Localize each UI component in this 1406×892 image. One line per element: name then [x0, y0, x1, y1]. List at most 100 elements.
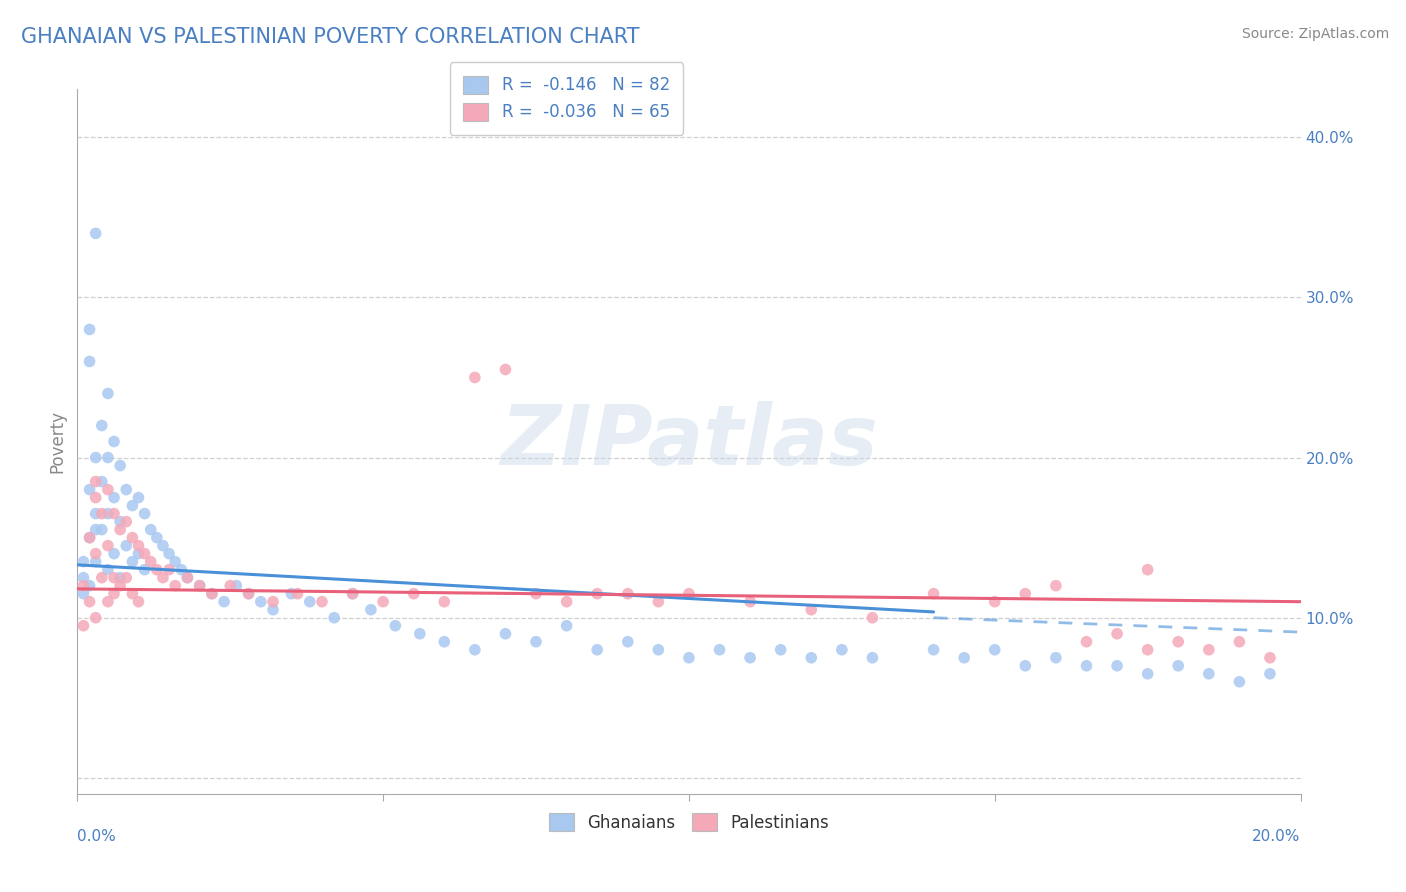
- Point: [384, 618, 406, 632]
- Point: [127, 491, 149, 505]
- Point: [678, 587, 700, 601]
- Point: [188, 579, 211, 593]
- Point: [84, 547, 107, 561]
- Point: [176, 571, 198, 585]
- Point: [495, 626, 517, 640]
- Point: [170, 563, 193, 577]
- Point: [97, 483, 120, 497]
- Point: [121, 555, 143, 569]
- Point: [1045, 579, 1067, 593]
- Point: [103, 507, 125, 521]
- Point: [84, 450, 107, 465]
- Point: [152, 571, 174, 585]
- Point: [84, 610, 107, 624]
- Point: [134, 563, 156, 577]
- Point: [84, 227, 107, 241]
- Point: [127, 539, 149, 553]
- Point: [323, 610, 346, 624]
- Point: [139, 555, 162, 569]
- Point: [157, 547, 180, 561]
- Point: [250, 595, 273, 609]
- Point: [108, 515, 131, 529]
- Point: [800, 650, 823, 665]
- Legend: Ghanaians, Palestinians: Ghanaians, Palestinians: [543, 806, 835, 838]
- Point: [1198, 666, 1220, 681]
- Point: [831, 642, 853, 657]
- Point: [524, 587, 547, 601]
- Point: [1136, 666, 1159, 681]
- Point: [97, 386, 120, 401]
- Point: [433, 595, 456, 609]
- Point: [79, 531, 101, 545]
- Point: [1045, 650, 1067, 665]
- Point: [103, 434, 125, 449]
- Point: [108, 458, 131, 473]
- Point: [1258, 650, 1281, 665]
- Y-axis label: Poverty: Poverty: [48, 410, 66, 473]
- Point: [371, 595, 394, 609]
- Text: GHANAIAN VS PALESTINIAN POVERTY CORRELATION CHART: GHANAIAN VS PALESTINIAN POVERTY CORRELAT…: [21, 27, 640, 46]
- Point: [108, 523, 131, 537]
- Point: [1136, 563, 1159, 577]
- Point: [495, 362, 517, 376]
- Point: [79, 483, 101, 497]
- Point: [84, 507, 107, 521]
- Point: [262, 595, 284, 609]
- Point: [862, 610, 884, 624]
- Point: [953, 650, 976, 665]
- Point: [464, 642, 486, 657]
- Point: [769, 642, 792, 657]
- Point: [647, 642, 669, 657]
- Point: [555, 618, 578, 632]
- Point: [84, 491, 107, 505]
- Point: [524, 634, 547, 648]
- Text: 20.0%: 20.0%: [1253, 830, 1301, 844]
- Point: [555, 595, 578, 609]
- Point: [90, 475, 112, 489]
- Point: [201, 587, 224, 601]
- Point: [1107, 626, 1129, 640]
- Point: [121, 587, 143, 601]
- Point: [134, 547, 156, 561]
- Point: [678, 650, 700, 665]
- Point: [984, 642, 1007, 657]
- Point: [84, 523, 107, 537]
- Point: [464, 370, 486, 384]
- Point: [1229, 674, 1251, 689]
- Point: [90, 571, 112, 585]
- Point: [146, 531, 169, 545]
- Point: [280, 587, 302, 601]
- Point: [360, 603, 382, 617]
- Point: [1167, 634, 1189, 648]
- Point: [146, 563, 169, 577]
- Point: [127, 547, 149, 561]
- Point: [225, 579, 247, 593]
- Point: [433, 634, 456, 648]
- Point: [97, 595, 120, 609]
- Point: [72, 571, 94, 585]
- Point: [84, 475, 107, 489]
- Point: [108, 579, 131, 593]
- Point: [647, 595, 669, 609]
- Point: [79, 354, 101, 368]
- Point: [165, 555, 187, 569]
- Point: [79, 595, 101, 609]
- Point: [90, 418, 112, 433]
- Point: [219, 579, 242, 593]
- Point: [922, 642, 945, 657]
- Point: [862, 650, 884, 665]
- Point: [1167, 658, 1189, 673]
- Point: [90, 523, 112, 537]
- Point: [139, 523, 162, 537]
- Point: [97, 563, 120, 577]
- Point: [342, 587, 364, 601]
- Point: [115, 571, 138, 585]
- Point: [740, 595, 762, 609]
- Point: [617, 587, 640, 601]
- Point: [617, 634, 640, 648]
- Point: [108, 571, 131, 585]
- Point: [121, 499, 143, 513]
- Point: [127, 595, 149, 609]
- Point: [79, 579, 101, 593]
- Point: [134, 507, 156, 521]
